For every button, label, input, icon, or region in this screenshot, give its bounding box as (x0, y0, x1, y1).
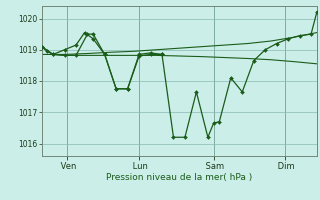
X-axis label: Pression niveau de la mer( hPa ): Pression niveau de la mer( hPa ) (106, 173, 252, 182)
